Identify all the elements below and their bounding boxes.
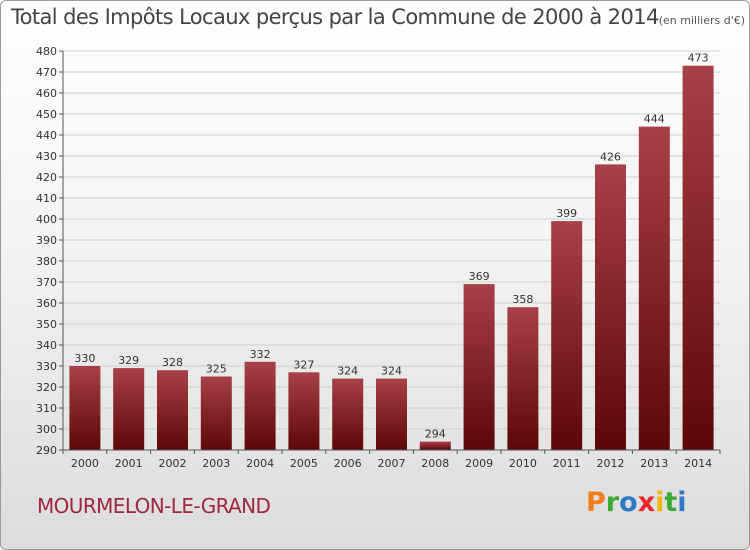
x-tick-label-2013: 2013 <box>640 457 668 470</box>
bars <box>69 65 714 450</box>
y-tick-label: 380 <box>36 255 57 268</box>
bar-2012 <box>595 164 626 450</box>
x-tick-label-2011: 2011 <box>553 457 581 470</box>
x-tick-label-2009: 2009 <box>465 457 493 470</box>
data-label-2005: 327 <box>293 358 314 371</box>
y-tick-label: 300 <box>36 423 57 436</box>
y-tick-label: 460 <box>36 87 57 100</box>
bar-2013 <box>638 126 670 450</box>
x-tick-label-2010: 2010 <box>509 457 537 470</box>
x-tick-label-2012: 2012 <box>597 457 625 470</box>
data-label-2001: 329 <box>118 354 139 367</box>
logo-letter: t <box>664 487 678 518</box>
x-tick-label-2005: 2005 <box>290 457 318 470</box>
x-tick-label-2007: 2007 <box>378 457 406 470</box>
bar-2010 <box>507 307 539 450</box>
y-tick-label: 450 <box>36 108 57 121</box>
x-tick-label-2006: 2006 <box>334 457 362 470</box>
x-tick-label-2000: 2000 <box>71 457 99 470</box>
bar-2004 <box>244 361 276 450</box>
data-label-2006: 324 <box>337 365 358 378</box>
y-axis-ticks: 290 300 310 320 330 340 350 360 370 380 390 400 410 4… <box>36 45 63 457</box>
data-label-2002: 328 <box>162 356 183 369</box>
data-label-2008: 294 <box>425 428 446 441</box>
bar-2011 <box>551 221 583 450</box>
data-label-2013: 444 <box>644 113 665 126</box>
data-labels: 330 329 328 325 332 327 324 324 294 369 358 399 426 4… <box>74 52 708 441</box>
proxiti-logo: Proxiti <box>586 487 687 518</box>
y-tick-label: 390 <box>36 234 57 247</box>
y-tick-label: 410 <box>36 192 57 205</box>
logo-letter: x <box>637 487 656 518</box>
x-tick-label-2004: 2004 <box>246 457 274 470</box>
y-tick-label: 420 <box>36 171 57 184</box>
data-label-2000: 330 <box>74 352 95 365</box>
y-tick-label: 320 <box>36 381 57 394</box>
logo-letter: o <box>619 487 638 518</box>
y-tick-label: 330 <box>36 360 57 373</box>
data-label-2007: 324 <box>381 365 402 378</box>
x-tick-label-2002: 2002 <box>159 457 187 470</box>
x-tick-label-2014: 2014 <box>684 457 712 470</box>
axes <box>62 51 720 451</box>
data-label-2010: 358 <box>512 293 533 306</box>
x-tick-label-2008: 2008 <box>421 457 449 470</box>
y-tick-label: 340 <box>36 339 57 352</box>
y-tick-label: 350 <box>36 318 57 331</box>
x-tick-label-2003: 2003 <box>202 457 230 470</box>
bar-2008 <box>419 441 451 450</box>
y-tick-label: 470 <box>36 66 57 79</box>
unit-note: (en milliers d'€) <box>658 14 746 27</box>
data-label-2003: 325 <box>206 363 227 376</box>
chart-title: Total des Impôts Locaux perçus par la Co… <box>11 5 745 29</box>
bar-2003 <box>200 376 232 450</box>
commune-name: MOURMELON-LE-GRAND <box>37 494 271 518</box>
bar-2014 <box>682 65 714 450</box>
bar-2007 <box>376 378 407 450</box>
logo-letter: i <box>655 487 665 518</box>
chart-title-main: Total des Impôts Locaux perçus par la Co… <box>11 5 659 29</box>
logo-letter: r <box>605 487 620 518</box>
bar-2002 <box>157 370 188 450</box>
y-tick-label: 370 <box>36 276 57 289</box>
y-tick-label: 440 <box>36 129 57 142</box>
bar-2001 <box>113 368 145 450</box>
x-tick-label-2001: 2001 <box>115 457 143 470</box>
data-label-2012: 426 <box>600 150 621 163</box>
y-tick-label: 310 <box>36 402 57 415</box>
bar-2009 <box>463 284 495 450</box>
logo-letter: i <box>677 487 687 518</box>
bar-2000 <box>69 366 101 450</box>
y-tick-label: 480 <box>36 45 57 58</box>
data-label-2009: 369 <box>469 270 490 283</box>
logo-letter: P <box>586 487 606 518</box>
bar-2006 <box>332 378 364 450</box>
data-label-2011: 399 <box>556 207 577 220</box>
y-tick-label: 360 <box>36 297 57 310</box>
x-axis-ticks: 2000 2001 2002 2003 2004 2005 2006 2007 2008 2009… <box>62 450 721 470</box>
y-tick-label: 430 <box>36 150 57 163</box>
y-tick-label: 400 <box>36 213 57 226</box>
data-label-2014: 473 <box>688 52 709 65</box>
y-tick-label: 290 <box>36 444 57 457</box>
bar-2005 <box>288 372 320 450</box>
data-label-2004: 332 <box>250 348 271 361</box>
